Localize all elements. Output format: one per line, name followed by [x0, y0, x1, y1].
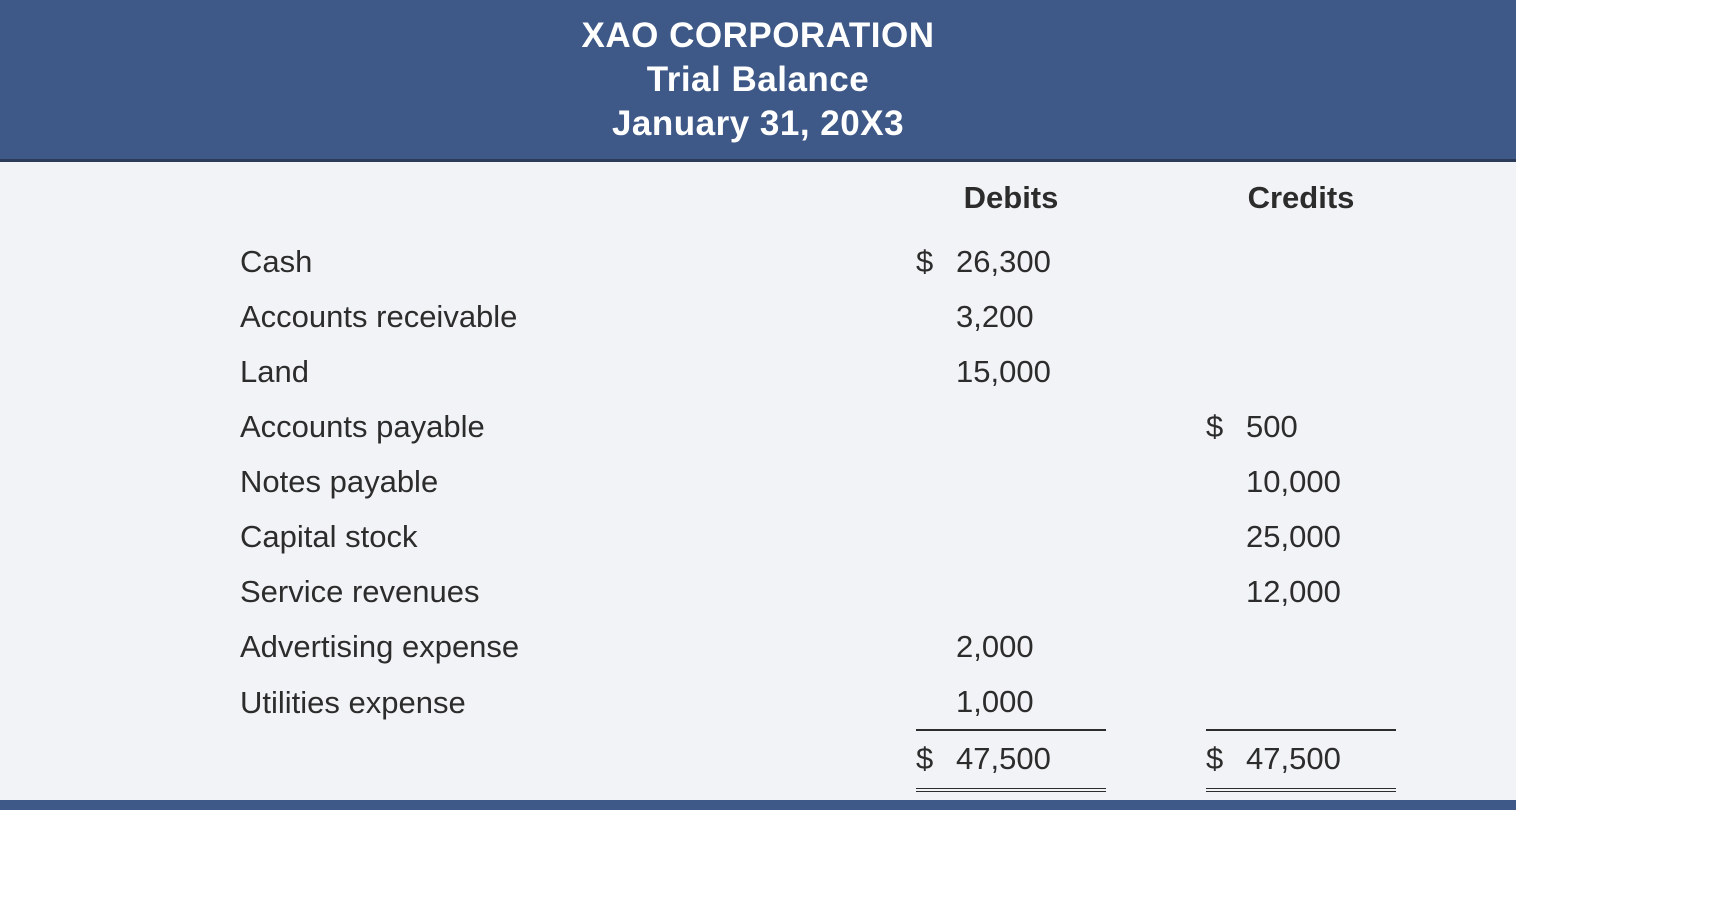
- table-row: Advertising expense 2,000: [0, 619, 1516, 674]
- credit-value: 12,000: [1246, 564, 1396, 619]
- debit-symbol: [916, 289, 956, 344]
- table-row: Capital stock 25,000: [0, 509, 1516, 564]
- table-row: Utilities expense 1,000: [0, 674, 1516, 730]
- report-date: January 31, 20X3: [0, 102, 1516, 146]
- debit-symbol: [916, 619, 956, 674]
- debit-symbol: [916, 564, 956, 619]
- account-name: Cash: [240, 234, 916, 289]
- table-row: Accounts payable $ 500: [0, 399, 1516, 454]
- credit-symbol: [1206, 619, 1246, 674]
- credit-symbol: [1206, 234, 1246, 289]
- trial-balance-sheet: XAO CORPORATION Trial Balance January 31…: [0, 0, 1516, 810]
- credit-symbol: [1206, 454, 1246, 509]
- credit-value: 25,000: [1246, 509, 1396, 564]
- debit-value: 26,300: [956, 234, 1106, 289]
- account-name: Capital stock: [240, 509, 916, 564]
- table-row: Service revenues 12,000: [0, 564, 1516, 619]
- debit-value: [956, 509, 1106, 564]
- table-row: Notes payable 10,000: [0, 454, 1516, 509]
- debits-header: Debits: [916, 180, 1106, 234]
- debit-value: 3,200: [956, 289, 1106, 344]
- credit-value: [1246, 234, 1396, 289]
- account-name: Accounts payable: [240, 399, 916, 454]
- credit-value: [1246, 289, 1396, 344]
- debit-value: [956, 454, 1106, 509]
- account-name: Accounts receivable: [240, 289, 916, 344]
- report-body: Debits Credits Cash $ 26,300 Accounts re…: [0, 162, 1516, 810]
- table-row: Land 15,000: [0, 344, 1516, 399]
- credit-total-value: 47,500: [1246, 730, 1396, 790]
- debit-symbol: [916, 344, 956, 399]
- credit-symbol: [1206, 344, 1246, 399]
- company-name: XAO CORPORATION: [0, 14, 1516, 58]
- credit-value: 10,000: [1246, 454, 1396, 509]
- table-row: Cash $ 26,300: [0, 234, 1516, 289]
- credit-symbol: [1206, 289, 1246, 344]
- credit-symbol: [1206, 509, 1246, 564]
- account-name: Utilities expense: [240, 674, 916, 730]
- account-name: Advertising expense: [240, 619, 916, 674]
- debit-value: 1,000: [956, 674, 1106, 730]
- debit-symbol: $: [916, 234, 956, 289]
- credit-symbol: [1206, 674, 1246, 730]
- credit-value: [1246, 619, 1396, 674]
- credit-value: 500: [1246, 399, 1396, 454]
- debit-value: [956, 399, 1106, 454]
- totals-row: $ 47,500 $ 47,500: [0, 730, 1516, 790]
- debit-symbol: [916, 509, 956, 564]
- credit-symbol: [1206, 564, 1246, 619]
- debit-value: [956, 564, 1106, 619]
- account-name: Land: [240, 344, 916, 399]
- debit-value: 15,000: [956, 344, 1106, 399]
- credit-value: [1246, 674, 1396, 730]
- credit-symbol: $: [1206, 399, 1246, 454]
- report-title: Trial Balance: [0, 58, 1516, 102]
- table-row: Accounts receivable 3,200: [0, 289, 1516, 344]
- column-header-row: Debits Credits: [0, 180, 1516, 234]
- debit-total-symbol: $: [916, 730, 956, 790]
- credits-header: Credits: [1206, 180, 1396, 234]
- account-name: Service revenues: [240, 564, 916, 619]
- debit-total-value: 47,500: [956, 730, 1106, 790]
- debit-symbol: [916, 454, 956, 509]
- account-name: Notes payable: [240, 454, 916, 509]
- credit-total-symbol: $: [1206, 730, 1246, 790]
- debit-value: 2,000: [956, 619, 1106, 674]
- trial-balance-table: Debits Credits Cash $ 26,300 Accounts re…: [0, 180, 1516, 792]
- debit-symbol: [916, 399, 956, 454]
- report-header: XAO CORPORATION Trial Balance January 31…: [0, 0, 1516, 162]
- credit-value: [1246, 344, 1396, 399]
- debit-symbol: [916, 674, 956, 730]
